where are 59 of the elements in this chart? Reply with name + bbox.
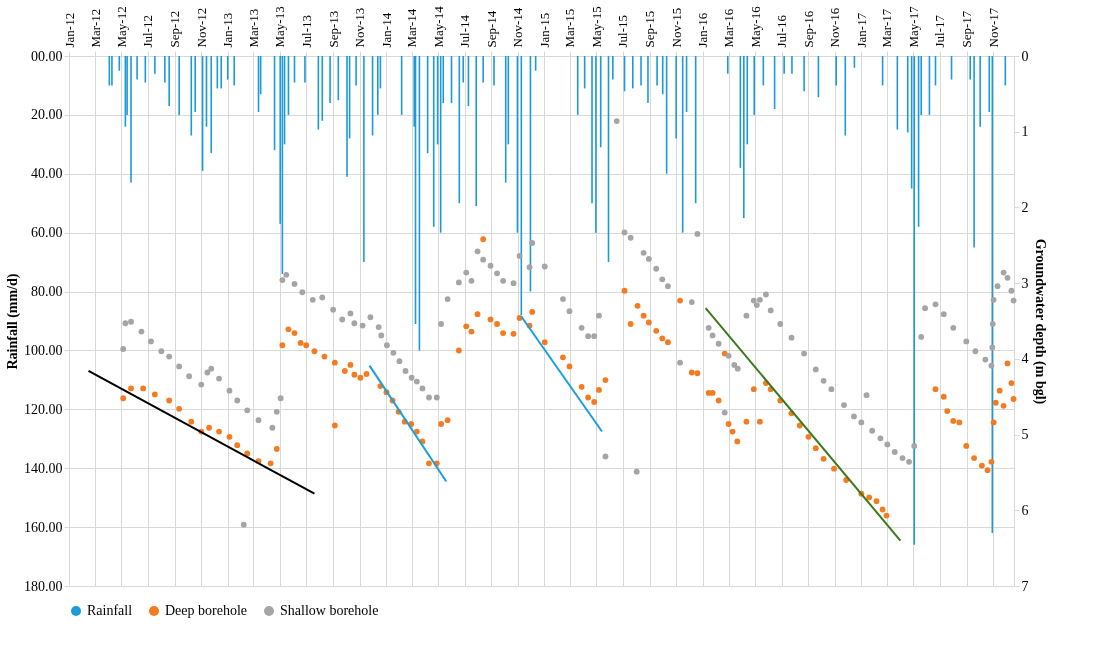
x-tick-label: Nov-12 [193, 7, 209, 48]
y2-tick-label: 2 [1021, 199, 1029, 215]
y-tick-label: 00.00 [31, 48, 63, 64]
x-tick-label: Jul-16 [774, 14, 790, 48]
y2-tick-label: 4 [1021, 351, 1029, 367]
y-tick-label: 20.00 [31, 107, 63, 123]
x-tick-label: May-13 [272, 6, 288, 48]
x-tick-label: May-15 [588, 6, 604, 48]
x-tick-label: Nov-14 [510, 7, 526, 48]
x-tick-label: Nov-16 [827, 7, 843, 48]
x-tick-label: Jan-14 [378, 12, 394, 48]
x-tick-label: May-17 [905, 5, 921, 48]
x-tick-label: Jan-13 [220, 12, 236, 48]
y-tick-label: 80.00 [31, 284, 63, 300]
y2-tick-label: 0 [1021, 48, 1029, 64]
x-tick-label: May-12 [113, 6, 129, 48]
y2-tick-label: 7 [1021, 578, 1029, 594]
x-tick-label: Sep-16 [800, 10, 816, 48]
y-tick-label: 100.00 [24, 342, 63, 358]
x-tick-label: Nov-15 [668, 7, 684, 48]
x-tick-label: Sep-14 [483, 10, 499, 48]
y-tick-label: 140.00 [24, 460, 63, 476]
x-tick-label: Jul-14 [457, 14, 473, 48]
x-tick-label: Mar-12 [87, 8, 103, 48]
y-tick-label: 60.00 [31, 225, 63, 241]
x-tick-label: Mar-17 [879, 8, 895, 48]
x-tick-label: Nov-13 [352, 7, 368, 48]
legend-label: Rainfall [87, 603, 133, 618]
x-tick-label: May-14 [430, 5, 446, 48]
x-tick-label: Mar-16 [721, 8, 737, 48]
x-tick-label: Nov-17 [985, 7, 1001, 48]
x-tick-label: Sep-17 [959, 10, 975, 48]
x-tick-label: Jul-12 [140, 15, 156, 48]
y2-tick-label: 3 [1021, 275, 1029, 291]
x-tick-label: Jan-16 [695, 12, 711, 48]
y2-tick-label: 5 [1021, 427, 1029, 443]
y-tick-label: 40.00 [31, 166, 63, 182]
y-tick-label: 120.00 [24, 401, 63, 417]
x-tick-label: Jul-15 [615, 15, 631, 48]
x-tick-label: Jan-17 [853, 12, 869, 48]
x-tick-label: Jan-12 [61, 12, 77, 48]
x-tick-label: Mar-15 [562, 8, 578, 48]
x-tick-label: Sep-13 [325, 10, 341, 48]
x-tick-label: Mar-14 [404, 8, 420, 48]
y-tick-label: 160.00 [24, 519, 63, 535]
y2-axis-title: Groundwater depth (m bgl) [1031, 238, 1048, 405]
legend-label: Shallow borehole [280, 603, 379, 618]
x-tick-label: Jul-17 [932, 14, 948, 48]
x-tick-label: Mar-13 [245, 8, 261, 48]
x-tick-label: Jan-15 [536, 12, 552, 48]
y2-tick-label: 1 [1021, 124, 1029, 140]
y2-tick-label: 6 [1021, 502, 1029, 518]
x-tick-label: May-16 [747, 5, 763, 48]
y-axis-title: Rainfall (mm/d) [5, 273, 21, 370]
x-tick-label: Sep-15 [642, 10, 658, 48]
x-tick-label: Sep-12 [167, 10, 183, 48]
x-tick-label: Jul-13 [298, 15, 314, 48]
y-tick-label: 180.00 [24, 578, 63, 594]
legend-label: Deep borehole [165, 603, 248, 618]
